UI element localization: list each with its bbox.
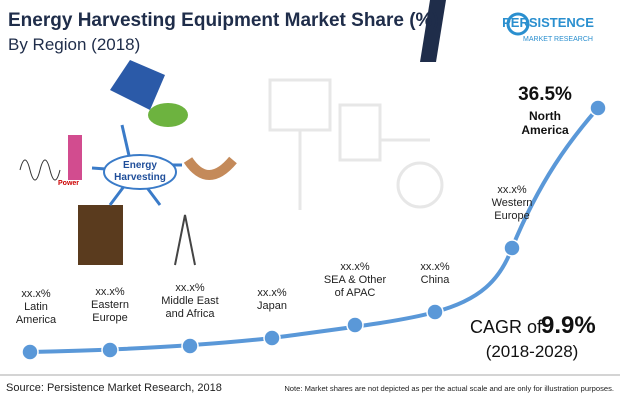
region-name: and Africa	[166, 308, 216, 320]
region-share: xx.x%	[420, 261, 450, 273]
region-name: America	[16, 314, 57, 326]
region-share: xx.x%	[257, 287, 287, 299]
region-name: SEA & Other	[324, 274, 387, 286]
leaf	[148, 103, 188, 127]
region-name: of APAC	[335, 287, 376, 299]
region-point	[101, 341, 119, 359]
cagr-prefix: CAGR of	[470, 317, 543, 337]
region-share: xx.x%	[497, 184, 527, 196]
logo-mark	[506, 12, 530, 36]
tower	[174, 214, 196, 266]
wave	[19, 159, 61, 181]
region-name: America	[521, 123, 569, 137]
region-share: xx.x%	[175, 282, 205, 294]
region-name: Japan	[257, 300, 287, 312]
device	[78, 205, 123, 265]
person	[68, 135, 82, 180]
region-point	[426, 303, 444, 321]
region-name: Middle East	[161, 295, 218, 307]
region-share: xx.x%	[21, 288, 51, 300]
region-point	[346, 316, 364, 334]
region-name: Latin	[24, 301, 48, 313]
logo-name: PERSISTENCE	[502, 15, 594, 30]
regions: xx.x%LatinAmericaxx.x%EasternEuropexx.x%…	[16, 84, 607, 361]
center-label: Harvesting	[114, 172, 166, 183]
region-share: 36.5%	[518, 84, 572, 105]
region-name: China	[421, 274, 451, 286]
region-point	[263, 329, 281, 347]
region-name: Western	[492, 197, 533, 209]
region-name: Europe	[92, 312, 127, 324]
trend-curve	[29, 106, 600, 354]
diagram: Power Energy Harvesting	[19, 60, 237, 266]
region-name: Europe	[494, 210, 529, 222]
bg-icons	[268, 78, 444, 210]
power-label: Power	[58, 180, 79, 187]
center-node	[103, 154, 177, 190]
region-point	[503, 239, 521, 257]
region-share: xx.x%	[95, 286, 125, 298]
solar-panel	[110, 60, 165, 110]
region-name: North	[529, 109, 561, 123]
region-point	[21, 343, 39, 361]
note: Note: Market shares are not depicted as …	[284, 384, 614, 393]
cagr-period: (2018-2028)	[486, 342, 579, 361]
logo-tagline: MARKET RESEARCH	[523, 36, 593, 43]
title-stripe	[420, 0, 446, 62]
region-name: Eastern	[91, 299, 129, 311]
hands	[183, 156, 237, 180]
source: Source: Persistence Market Research, 201…	[6, 382, 222, 394]
subtitle: By Region (2018)	[8, 35, 140, 54]
title-box	[0, 0, 440, 62]
region-point	[181, 337, 199, 355]
region-point	[589, 99, 607, 117]
cagr-value: 9.9%	[541, 312, 596, 339]
title: Energy Harvesting Equipment Market Share…	[8, 10, 439, 31]
center-label: Energy	[123, 160, 157, 171]
region-share: xx.x%	[340, 261, 370, 273]
